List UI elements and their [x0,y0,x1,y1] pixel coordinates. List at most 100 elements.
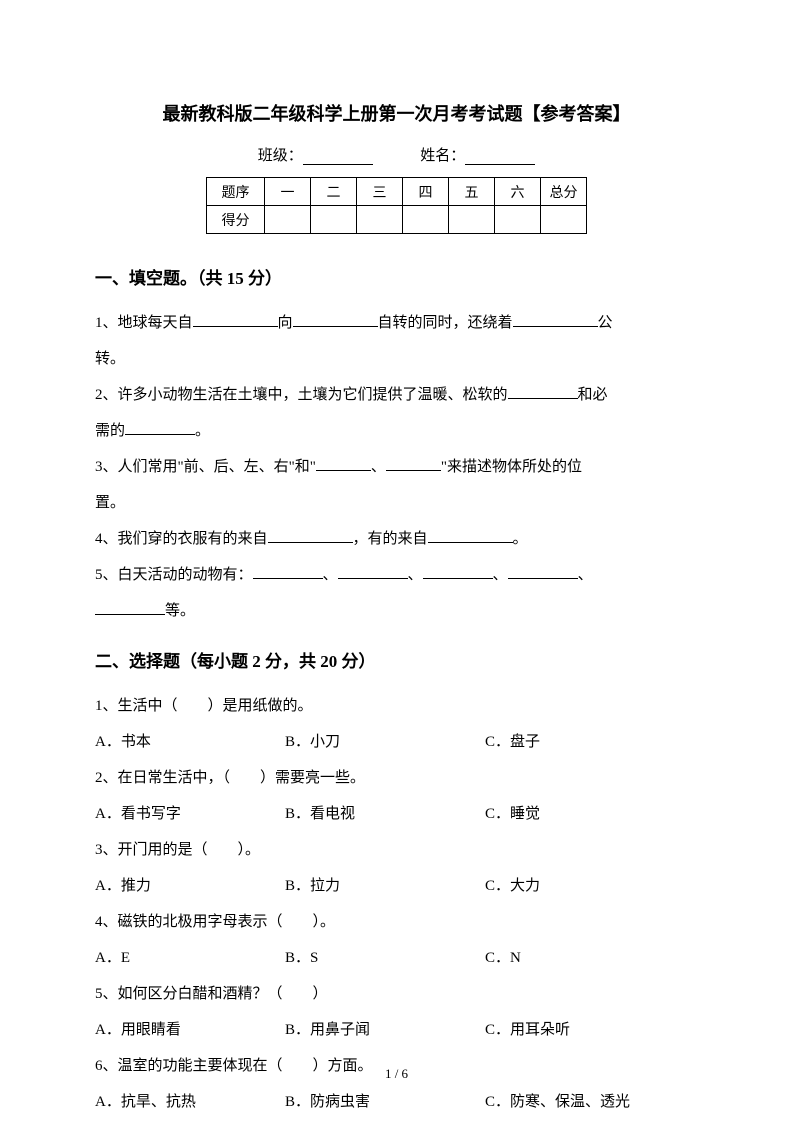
q2-3-opts: A．推力 B．拉力 C．大力 [95,868,698,904]
text: 、 [408,567,423,583]
blank [513,311,598,327]
class-name-row: 班级： 姓名： [95,144,698,165]
q2-4: 4、磁铁的北极用字母表示（ ）。 [95,904,698,940]
page-title: 最新教科版二年级科学上册第一次月考考试题【参考答案】 [95,100,698,126]
opt-b: B．小刀 [285,724,485,760]
blank [338,563,408,579]
th-1: 一 [265,178,311,206]
opt-c: C．用耳朵听 [485,1012,698,1048]
q1-3b: 置。 [95,485,698,521]
th-2: 二 [311,178,357,206]
score-table: 题序 一 二 三 四 五 六 总分 得分 [206,177,587,234]
td-blank [541,206,587,234]
text: 1、地球每天自 [95,315,193,331]
text: "来描述物体所处的位 [441,459,582,475]
text: 5、白天活动的动物有： [95,567,253,583]
opt-c: C．睡觉 [485,796,698,832]
text: 公 [598,315,613,331]
q1-4: 4、我们穿的衣服有的来自 ，有的来自 。 [95,521,698,557]
th-3: 三 [357,178,403,206]
td-blank [403,206,449,234]
text: 、 [493,567,508,583]
q1-5: 5、白天活动的动物有： 、 、 、 、 [95,557,698,593]
blank [508,383,578,399]
q2-5: 5、如何区分白醋和酒精？（ ） [95,976,698,1012]
blank [268,527,353,543]
opt-a: A．抗旱、抗热 [95,1084,285,1120]
text: 自转的同时，还绕着 [378,315,513,331]
text: ，有的来自 [353,531,428,547]
table-row: 得分 [207,206,587,234]
text: 。 [513,531,528,547]
blank [423,563,493,579]
q2-6-opts: A．抗旱、抗热 B．防病虫害 C．防寒、保温、透光 [95,1084,698,1120]
opt-b: B．防病虫害 [285,1084,485,1120]
text: 等。 [165,603,195,619]
th-4: 四 [403,178,449,206]
name-blank [465,147,535,165]
opt-c: C．N [485,940,698,976]
opt-b: B．看电视 [285,796,485,832]
q2-5-opts: A．用眼睛看 B．用鼻子闻 C．用耳朵听 [95,1012,698,1048]
opt-a: A．看书写字 [95,796,285,832]
blank [508,563,578,579]
opt-a: A．书本 [95,724,285,760]
q1-1b: 转。 [95,341,698,377]
text: 和必 [578,387,608,403]
q2-1: 1、生活中（ ）是用纸做的。 [95,688,698,724]
q2-2-opts: A．看书写字 B．看电视 C．睡觉 [95,796,698,832]
td-blank [311,206,357,234]
page-number: 1 / 6 [0,1066,793,1082]
blank [193,311,278,327]
q1-2b: 需的 。 [95,413,698,449]
th-6: 六 [495,178,541,206]
text: 需的 [95,423,125,439]
table-row: 题序 一 二 三 四 五 六 总分 [207,178,587,206]
class-blank [303,147,373,165]
td-blank [265,206,311,234]
text: 向 [278,315,293,331]
td-blank [449,206,495,234]
q1-5b: 等。 [95,593,698,629]
q1-1: 1、地球每天自 向 自转的同时，还绕着 公 [95,305,698,341]
q1-3: 3、人们常用"前、后、左、右"和" 、 "来描述物体所处的位 [95,449,698,485]
th-seq: 题序 [207,178,265,206]
blank [253,563,323,579]
blank [316,455,371,471]
class-label: 班级： [258,148,303,164]
name-label: 姓名： [420,148,465,164]
opt-b: B．用鼻子闻 [285,1012,485,1048]
q2-2: 2、在日常生活中，（ ）需要亮一些。 [95,760,698,796]
opt-a: A．E [95,940,285,976]
blank [95,599,165,615]
text: 、 [323,567,338,583]
blank [428,527,513,543]
opt-c: C．大力 [485,868,698,904]
text: 3、人们常用"前、后、左、右"和" [95,459,316,475]
q1-2: 2、许多小动物生活在土壤中，土壤为它们提供了温暖、松软的 和必 [95,377,698,413]
blank [293,311,378,327]
text: 、 [578,567,593,583]
section2-title: 二、选择题（每小题 2 分，共 20 分） [95,647,698,672]
q2-1-opts: A．书本 B．小刀 C．盘子 [95,724,698,760]
q2-3: 3、开门用的是（ ）。 [95,832,698,868]
text: 、 [371,459,386,475]
text: 。 [195,423,210,439]
opt-c: C．防寒、保温、透光 [485,1084,698,1120]
td-blank [357,206,403,234]
blank [386,455,441,471]
q2-4-opts: A．E B．S C．N [95,940,698,976]
text: 4、我们穿的衣服有的来自 [95,531,268,547]
section1-title: 一、填空题。（共 15 分） [95,264,698,289]
text: 2、许多小动物生活在土壤中，土壤为它们提供了温暖、松软的 [95,387,508,403]
th-total: 总分 [541,178,587,206]
opt-c: C．盘子 [485,724,698,760]
td-score-label: 得分 [207,206,265,234]
th-5: 五 [449,178,495,206]
opt-b: B．拉力 [285,868,485,904]
opt-b: B．S [285,940,485,976]
blank [125,419,195,435]
opt-a: A．用眼睛看 [95,1012,285,1048]
opt-a: A．推力 [95,868,285,904]
td-blank [495,206,541,234]
